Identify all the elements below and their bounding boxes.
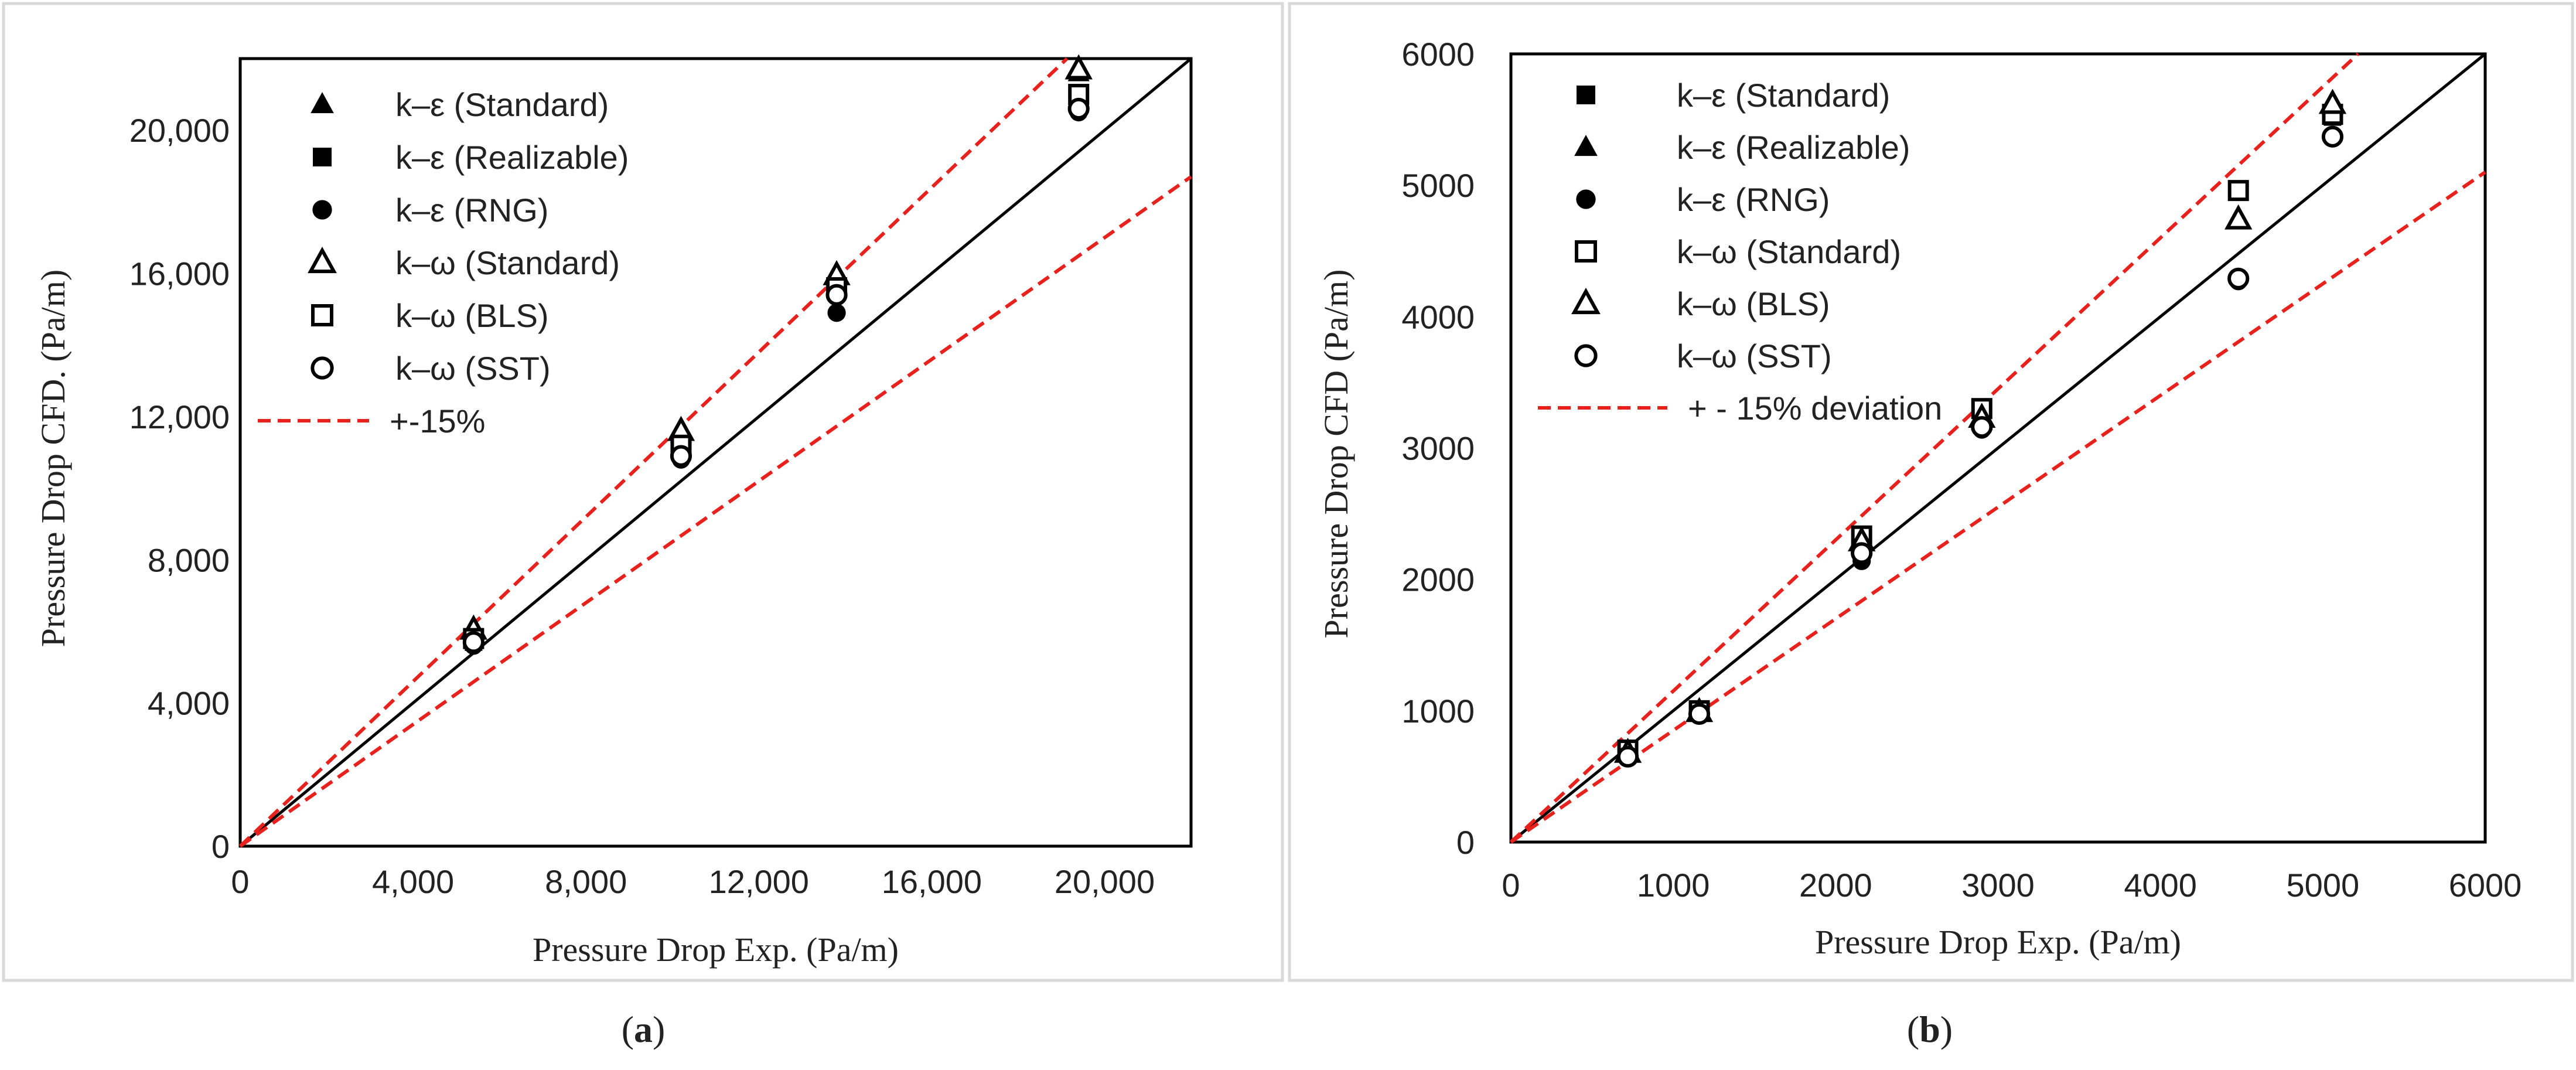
y-tick-label-b: 5000 xyxy=(1401,167,1475,204)
data-point-b-s5 xyxy=(1688,703,1711,725)
legend-marker-a-s1 xyxy=(313,148,332,166)
legend-marker-b-s3 xyxy=(1575,240,1597,263)
plot-area-b xyxy=(1509,52,2487,844)
x-axis-label-a: Pressure Drop Exp. (Pa/m) xyxy=(533,931,899,969)
reference-line-a xyxy=(239,57,1192,847)
legend-marker-b-s2 xyxy=(1576,189,1596,209)
y-axis-label-a: Pressure Drop CFD. (Pa/m) xyxy=(34,270,72,647)
x-tick-label-b: 5000 xyxy=(2287,867,2360,904)
legend-label-a: k–ω (SST) xyxy=(395,350,551,387)
x-tick-label-a: 4,000 xyxy=(372,863,454,900)
panel-b-frame xyxy=(1288,2,2574,982)
legend-marker-a-s2 xyxy=(312,200,332,220)
caption-b: (b) xyxy=(1907,1008,1953,1050)
plot-area-a xyxy=(238,57,1193,848)
x-tick-label-b: 3000 xyxy=(1961,867,2035,904)
y-tick-label-b: 3000 xyxy=(1401,430,1475,467)
lower-deviation-line-a xyxy=(239,175,1192,848)
legend-marker-b-s0 xyxy=(1577,86,1595,104)
legend-label-a: k–ε (RNG) xyxy=(395,192,548,229)
y-tick-label-b: 2000 xyxy=(1401,561,1475,598)
y-tick-label-a: 16,000 xyxy=(129,255,230,292)
data-point-b-s4 xyxy=(2224,204,2253,230)
caption-a: (a) xyxy=(622,1008,666,1050)
upper-deviation-line-a xyxy=(238,57,1069,848)
data-point-b-s5 xyxy=(2227,267,2250,289)
legend-label-a: k–ω (Standard) xyxy=(395,244,620,281)
legend-marker-a-s4 xyxy=(311,304,333,326)
y-tick-label-b: 4000 xyxy=(1401,298,1475,335)
caption-a-close: ) xyxy=(653,1008,665,1050)
x-tick-label-b: 6000 xyxy=(2449,867,2522,904)
caption-b-close: ) xyxy=(1940,1008,1953,1050)
x-tick-label-a: 0 xyxy=(231,863,249,900)
caption-b-open: ( xyxy=(1907,1008,1919,1050)
panel-a-frame xyxy=(2,2,1284,982)
data-point-b-s3 xyxy=(2227,180,2249,202)
panel-a: 0 4,000 8,000 12,000 16,000 20,000 0 4,000 8,000… xyxy=(2,2,1284,1050)
upper-deviation-line-b xyxy=(1509,52,2360,844)
x-tick-label-b: 2000 xyxy=(1799,867,1872,904)
legend-deviation-label-b: + - 15% deviation xyxy=(1688,390,1942,427)
legend-label-b: k–ω (BLS) xyxy=(1677,285,1830,322)
caption-a-open: ( xyxy=(622,1008,634,1050)
y-tick-label-b: 0 xyxy=(1456,824,1475,861)
legend-label-b: k–ε (RNG) xyxy=(1677,181,1830,218)
data-point-a-s5 xyxy=(670,445,692,467)
x-tick-label-a: 12,000 xyxy=(709,863,809,900)
legend-label-b: k–ε (Realizable) xyxy=(1677,129,1910,166)
y-tick-label-a: 4,000 xyxy=(148,685,230,722)
data-point-b-s5 xyxy=(1971,416,1993,438)
y-tick-label-b: 6000 xyxy=(1401,36,1475,73)
data-point-b-s4 xyxy=(2318,88,2347,114)
y-tick-label-b: 1000 xyxy=(1401,693,1475,730)
x-tick-label-b: 4000 xyxy=(2124,867,2197,904)
x-tick-label-a: 20,000 xyxy=(1055,863,1155,900)
legend-marker-b-s4 xyxy=(1571,287,1601,315)
legend-label-b: k–ω (Standard) xyxy=(1677,233,1901,270)
legend-label-a: k–ω (BLS) xyxy=(395,297,549,334)
x-tick-label-a: 8,000 xyxy=(545,863,627,900)
y-tick-label-a: 8,000 xyxy=(148,541,230,578)
panel-b: 0 1000 2000 3000 4000 5000 6000 0 1000 2000 3000 40… xyxy=(1288,2,2574,1050)
data-point-b-s5 xyxy=(1616,745,1639,768)
legend-marker-b-s5 xyxy=(1574,344,1598,367)
x-tick-label-a: 16,000 xyxy=(882,863,982,900)
legend-deviation-label-a: +-15% xyxy=(390,403,485,439)
data-point-b-s5 xyxy=(1851,542,1873,564)
chart-b: 0 1000 2000 3000 4000 5000 6000 0 1000 2000 3000 40… xyxy=(1317,36,2522,961)
legend-marker-a-s3 xyxy=(308,246,337,274)
y-axis-label-b: Pressure Drop CFD (Pa/m) xyxy=(1317,270,1355,639)
lower-deviation-line-b xyxy=(1510,171,2486,844)
data-point-a-s5 xyxy=(462,631,485,653)
legend-marker-b-s1 xyxy=(1574,135,1598,156)
data-point-a-s5 xyxy=(1067,97,1090,120)
legend-label-a: k–ε (Standard) xyxy=(395,86,609,123)
legend-marker-a-s5 xyxy=(311,356,334,380)
x-tick-label-b: 1000 xyxy=(1637,867,1710,904)
data-point-b-s5 xyxy=(2321,125,2344,148)
data-point-a-s3 xyxy=(1064,54,1093,80)
data-point-a-s5 xyxy=(825,284,848,306)
x-tick-label-b: 0 xyxy=(1502,867,1520,904)
data-point-a-s2 xyxy=(827,304,846,322)
caption-a-letter: a xyxy=(634,1008,653,1050)
legend-label-b: k–ω (SST) xyxy=(1677,338,1832,374)
reference-line-b xyxy=(1510,53,2486,843)
legend-marker-a-s0 xyxy=(311,92,334,114)
legend-label-b: k–ε (Standard) xyxy=(1677,77,1890,114)
y-tick-label-a: 12,000 xyxy=(129,398,230,435)
x-axis-label-b: Pressure Drop Exp. (Pa/m) xyxy=(1815,923,2181,961)
chart-a: 0 4,000 8,000 12,000 16,000 20,000 0 4,000 8,000… xyxy=(34,54,1193,969)
y-tick-label-a: 20,000 xyxy=(129,112,230,149)
y-tick-label-a: 0 xyxy=(211,828,230,865)
caption-b-letter: b xyxy=(1919,1008,1940,1050)
legend-label-a: k–ε (Realizable) xyxy=(395,139,629,176)
